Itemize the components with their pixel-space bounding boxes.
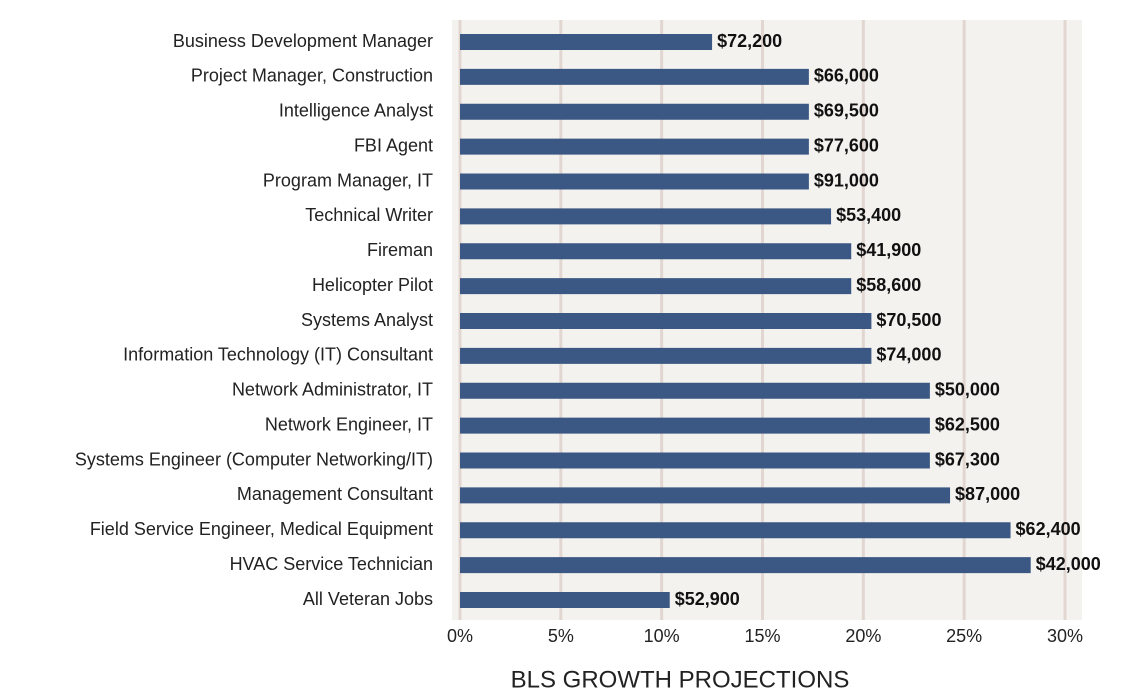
- y-tick-label: HVAC Service Technician: [230, 554, 433, 574]
- data-label: $52,900: [675, 589, 740, 609]
- y-tick-label: Information Technology (IT) Consultant: [123, 345, 433, 365]
- data-label: $67,300: [935, 449, 1000, 469]
- bar: [460, 173, 809, 190]
- y-tick-label: Management Consultant: [237, 484, 433, 504]
- data-label: $62,500: [935, 414, 1000, 434]
- bar: [460, 208, 832, 225]
- y-tick-label: Program Manager, IT: [263, 170, 433, 190]
- bar: [460, 138, 809, 155]
- data-label: $77,600: [814, 135, 879, 155]
- data-label: $74,000: [876, 345, 941, 365]
- bar: [460, 313, 872, 329]
- data-label: $72,200: [717, 31, 782, 51]
- bar: [460, 382, 930, 399]
- data-label: $70,500: [876, 310, 941, 330]
- bar: [460, 452, 930, 469]
- y-tick-label: Intelligence Analyst: [279, 101, 433, 121]
- y-tick-label: Field Service Engineer, Medical Equipmen…: [90, 519, 433, 539]
- data-label: $50,000: [935, 380, 1000, 400]
- y-tick-label: Network Administrator, IT: [232, 380, 433, 400]
- x-tick-label: 5%: [548, 626, 574, 646]
- bar: [460, 347, 872, 364]
- x-tick-label: 20%: [845, 626, 881, 646]
- bar: [460, 243, 852, 260]
- x-tick-label: 25%: [946, 626, 982, 646]
- bar: [460, 592, 670, 608]
- bar: [460, 417, 930, 434]
- data-label: $69,500: [814, 101, 879, 121]
- data-label: $42,000: [1036, 554, 1101, 574]
- bar: [460, 68, 809, 85]
- bar: [460, 487, 951, 504]
- bar: [460, 103, 809, 120]
- y-tick-label: Systems Engineer (Computer Networking/IT…: [75, 449, 433, 469]
- x-tick-label: 10%: [644, 626, 680, 646]
- x-axis-title: BLS GROWTH PROJECTIONS: [511, 666, 850, 693]
- data-label: $66,000: [814, 66, 879, 86]
- bar: [460, 278, 852, 295]
- y-tick-label: All Veteran Jobs: [303, 589, 433, 609]
- data-label: $53,400: [836, 205, 901, 225]
- data-label: $91,000: [814, 170, 879, 190]
- x-tick-label: 0%: [447, 626, 473, 646]
- bar: [460, 522, 1011, 539]
- y-tick-label: Systems Analyst: [301, 310, 433, 330]
- y-tick-label: Fireman: [367, 240, 433, 260]
- y-tick-label: Business Development Manager: [173, 31, 433, 51]
- data-label: $58,600: [856, 275, 921, 295]
- data-label: $62,400: [1016, 519, 1081, 539]
- x-tick-label: 30%: [1047, 626, 1083, 646]
- bar: [460, 557, 1031, 574]
- data-label: $41,900: [856, 240, 921, 260]
- y-tick-label: Technical Writer: [305, 205, 433, 225]
- bar: [460, 34, 713, 50]
- data-label: $87,000: [955, 484, 1020, 504]
- y-tick-label: Project Manager, Construction: [191, 66, 433, 86]
- y-tick-label: Network Engineer, IT: [265, 414, 433, 434]
- x-tick-label: 15%: [744, 626, 780, 646]
- y-tick-label: FBI Agent: [354, 135, 433, 155]
- y-tick-label: Helicopter Pilot: [312, 275, 433, 295]
